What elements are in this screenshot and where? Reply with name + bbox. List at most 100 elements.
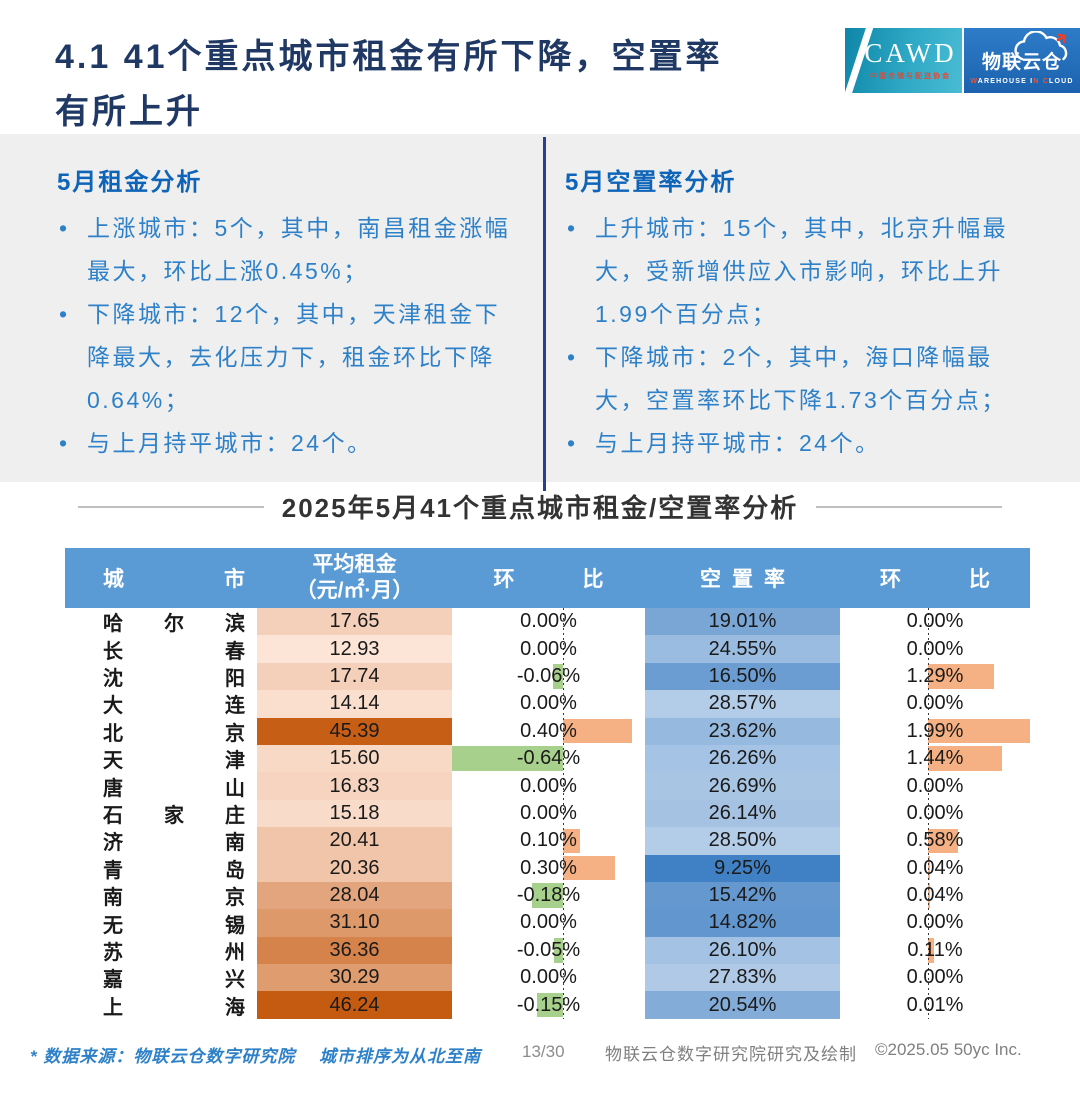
vacancy-mom-cell: 0.00% [840, 772, 1030, 799]
rent-analysis-section: 5月租金分析 上涨城市：5个，其中，南昌租金涨幅最大，环比上涨0.45%； 下降… [57, 162, 522, 465]
table-row: 长春 12.93 0.00% 24.55% 0.00% [65, 635, 1030, 663]
char: 城 [103, 568, 124, 591]
char: 南 [103, 887, 123, 910]
header-vacancy: 空置率 [700, 568, 796, 591]
rent-mom-cell: 0.10% [452, 827, 645, 854]
header-city: 城市 [65, 548, 257, 608]
tagline-part: I [1030, 77, 1034, 85]
vacancy-mom-cell: 0.00% [840, 608, 1030, 635]
mom-value: 0.04% [906, 884, 964, 907]
positive-bar [928, 664, 995, 689]
vacancy-mom-cell: 0.00% [840, 964, 1030, 991]
rent-cell: 14.14 [257, 690, 452, 718]
char: 山 [225, 777, 245, 800]
vacancy-bullet: 下降城市：2个，其中，海口降幅最大，空置率环比下降1.73个百分点； [565, 336, 1037, 422]
mom-value: 0.04% [906, 856, 964, 879]
char: 家 [164, 804, 184, 827]
mom-value: 0.00% [906, 637, 964, 660]
mom-value: -0.05% [516, 938, 581, 961]
table-title-row: 2025年5月41个重点城市租金/空置率分析 [0, 488, 1080, 525]
rent-cell: 28.04 [257, 881, 452, 910]
vacancy-mom-cell: 0.00% [840, 909, 1030, 936]
mom-value: 0.00% [906, 801, 964, 824]
mom-value: 0.01% [906, 993, 964, 1016]
rent-bullet: 与上月持平城市：24个。 [57, 422, 522, 465]
city-cell: 苏州 [65, 937, 257, 964]
negative-bar [554, 938, 563, 963]
tagline-part: W [970, 77, 978, 85]
vacancy-cell: 14.82% [645, 909, 840, 937]
vacancy-mom-cell: 0.01% [840, 991, 1030, 1018]
positive-bar [928, 828, 958, 854]
positive-bar [563, 828, 581, 854]
rent-cell: 46.24 [257, 991, 452, 1019]
rent-cell: 15.18 [257, 799, 452, 828]
rent-analysis-title: 5月租金分析 [57, 169, 203, 196]
rent-cell: 20.41 [257, 827, 452, 855]
city-cell: 上海 [65, 991, 257, 1019]
mom-value: 0.00% [520, 966, 577, 989]
city-cell: 北京 [65, 718, 257, 745]
footer-credit: 物联云仓数字研究院研究及绘制 [605, 1045, 857, 1064]
vacancy-bullet: 与上月持平城市：24个。 [565, 422, 1037, 465]
rent-analysis-list: 上涨城市：5个，其中，南昌租金涨幅最大，环比上涨0.45%； 下降城市：12个，… [57, 207, 522, 465]
mom-value: -0.64% [516, 747, 581, 770]
mom-value: 0.00% [520, 911, 577, 934]
city-cell: 沈阳 [65, 663, 257, 690]
char: 石 [103, 804, 123, 827]
city-cell: 大连 [65, 690, 257, 717]
city-cell: 石家庄 [65, 800, 257, 827]
rent-cell: 17.65 [257, 608, 452, 636]
city-cell: 南京 [65, 882, 257, 909]
vacancy-mom-cell: 0.00% [840, 800, 1030, 827]
table-title: 2025年5月41个重点城市租金/空置率分析 [281, 493, 799, 523]
rent-mom-cell: 0.00% [452, 800, 645, 827]
vacancy-analysis-list: 上升城市：15个，其中，北京升幅最大，受新增供应入市影响，环比上升1.99个百分… [565, 207, 1037, 465]
table-row: 石 家 庄 15.18 0.00% 26.14% 0.00% [65, 799, 1030, 828]
cawd-logo: CAWD 中国仓储与配送协会 [845, 28, 962, 93]
vacancy-cell: 26.10% [645, 936, 840, 965]
header-vacancy-mom-chars: 环比 [880, 563, 990, 593]
positive-bar [928, 938, 934, 963]
footer-source-note: * 数据来源：物联云仓数字研究院 城市排序为从北至南 [30, 1047, 482, 1066]
city-cell: 济南 [65, 827, 257, 854]
positive-bar [563, 719, 633, 744]
cawd-wordmark: CAWD [864, 38, 957, 68]
vacancy-bullet: 上升城市：15个，其中，北京升幅最大，受新增供应入市影响，环比上升1.99个百分… [565, 207, 1037, 336]
char: 京 [225, 722, 245, 745]
mom-value: -0.15% [516, 993, 581, 1016]
tagline-part: LOUD [1049, 77, 1074, 85]
table-row: 无锡 31.10 0.00% 14.82% 0.00% [65, 909, 1030, 937]
tagline-part: N [1033, 77, 1040, 85]
city-cell: 唐山 [65, 772, 257, 800]
vacancy-cell: 27.83% [645, 964, 840, 992]
mom-value: 0.00% [520, 774, 577, 797]
panel-divider [543, 137, 546, 491]
city-cell: 天津 [65, 745, 257, 772]
tagline-part: AREHOUSE [977, 77, 1031, 85]
rent-mom-cell: 0.00% [452, 635, 645, 662]
char: 环 [880, 568, 901, 591]
rent-mom-cell: 0.40% [452, 718, 645, 745]
rent-cell: 36.36 [257, 936, 452, 965]
title-rule-left [77, 505, 264, 508]
char: 滨 [225, 613, 245, 636]
mom-value: 1.99% [906, 719, 964, 742]
vacancy-mom-zero-axis [928, 608, 929, 1019]
vacancy-cell: 16.50% [645, 662, 840, 691]
vacancy-cell: 23.62% [645, 717, 840, 745]
char: 沈 [103, 667, 123, 690]
mom-value: 0.11% [907, 938, 963, 961]
char: 海 [225, 996, 245, 1019]
char: 兴 [225, 969, 245, 992]
rent-mom-cell: -0.64% [452, 745, 645, 772]
vacancy-mom-cell: 0.04% [840, 855, 1030, 882]
header-rent-mom-chars: 环比 [494, 563, 604, 593]
char: 济 [103, 832, 123, 855]
header-rent-unit: （元/㎡·月） [295, 579, 414, 602]
char: 天 [103, 750, 123, 773]
table-row: 苏州 36.36 -0.05% 26.10% 0.11% [65, 936, 1030, 965]
rent-bullet: 上涨城市：5个，其中，南昌租金涨幅最大，环比上涨0.45%； [57, 207, 522, 293]
city-cell: 嘉兴 [65, 964, 257, 991]
